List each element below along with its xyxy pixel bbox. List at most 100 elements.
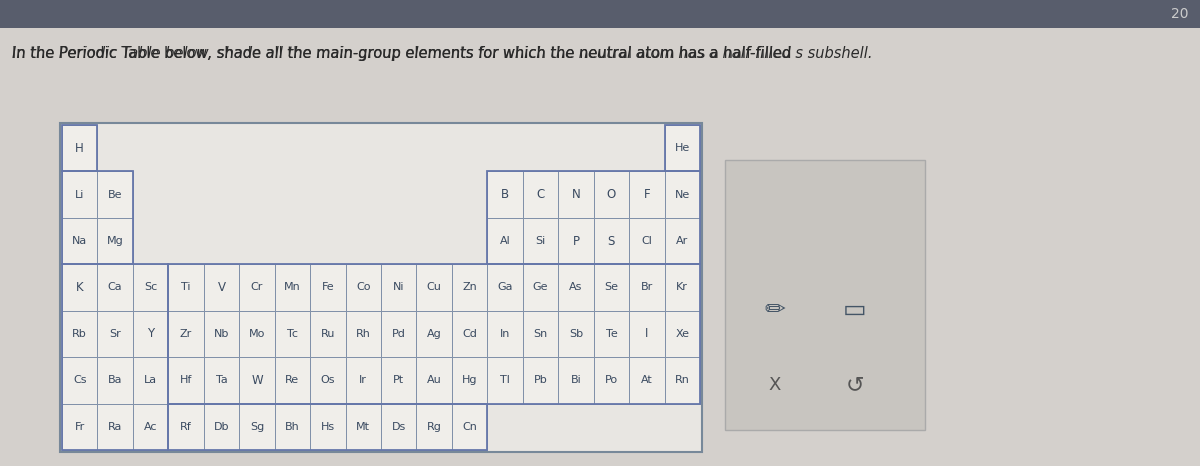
Bar — [310, 264, 346, 311]
Bar — [558, 264, 594, 311]
Bar — [62, 125, 97, 171]
Bar — [725, 160, 925, 430]
Bar — [452, 357, 487, 404]
Text: C: C — [536, 188, 545, 201]
Text: Rn: Rn — [674, 375, 690, 385]
Bar — [133, 404, 168, 450]
Bar — [558, 357, 594, 404]
Text: Ge: Ge — [533, 282, 548, 293]
Text: ↺: ↺ — [846, 375, 864, 395]
Bar — [204, 311, 239, 357]
Text: ▭: ▭ — [844, 298, 866, 322]
Text: Ti: Ti — [181, 282, 191, 293]
Bar — [62, 171, 133, 264]
Bar — [629, 171, 665, 218]
Text: W: W — [251, 374, 263, 387]
Bar — [0, 0, 1200, 28]
Bar — [487, 218, 523, 264]
Bar — [665, 171, 700, 218]
Text: Cs: Cs — [73, 375, 86, 385]
Text: Ne: Ne — [674, 190, 690, 199]
Bar — [416, 311, 452, 357]
Text: As: As — [569, 282, 583, 293]
Text: Sg: Sg — [250, 422, 264, 432]
Text: I: I — [646, 328, 648, 341]
Text: Mo: Mo — [248, 329, 265, 339]
Text: Tc: Tc — [287, 329, 298, 339]
Text: In the Periodic Table below, shade all the main-group elements for which the neu: In the Periodic Table below, shade all t… — [12, 46, 796, 61]
Text: Bi: Bi — [570, 375, 581, 385]
Bar — [629, 357, 665, 404]
Bar — [97, 357, 133, 404]
Text: Cr: Cr — [251, 282, 263, 293]
Bar — [62, 404, 97, 450]
Text: Mn: Mn — [284, 282, 301, 293]
Text: Ru: Ru — [320, 329, 335, 339]
Text: Cd: Cd — [462, 329, 478, 339]
Bar — [310, 357, 346, 404]
Text: Zn: Zn — [462, 282, 476, 293]
Text: Rh: Rh — [356, 329, 371, 339]
Text: Ds: Ds — [391, 422, 406, 432]
Bar — [382, 357, 416, 404]
Bar — [452, 264, 487, 311]
Bar — [487, 311, 523, 357]
Text: Y: Y — [148, 328, 154, 341]
Text: F: F — [643, 188, 650, 201]
Text: Ga: Ga — [497, 282, 512, 293]
Bar — [665, 264, 700, 311]
Text: Hs: Hs — [320, 422, 335, 432]
Text: B: B — [500, 188, 509, 201]
Text: Sb: Sb — [569, 329, 583, 339]
Text: Ac: Ac — [144, 422, 157, 432]
Bar — [346, 311, 382, 357]
Text: Rg: Rg — [427, 422, 442, 432]
Text: Ca: Ca — [108, 282, 122, 293]
Bar — [168, 404, 487, 450]
Bar — [665, 125, 700, 171]
Bar — [239, 357, 275, 404]
Bar — [665, 357, 700, 404]
Bar — [62, 218, 97, 264]
Bar — [346, 264, 382, 311]
Text: Hf: Hf — [180, 375, 192, 385]
Text: Pb: Pb — [534, 375, 547, 385]
Text: Be: Be — [108, 190, 122, 199]
Bar — [594, 357, 629, 404]
Bar — [275, 357, 310, 404]
Bar — [62, 171, 97, 218]
Text: Db: Db — [214, 422, 229, 432]
Text: At: At — [641, 375, 653, 385]
Bar — [62, 357, 97, 404]
Text: Ba: Ba — [108, 375, 122, 385]
Bar — [97, 218, 133, 264]
Bar — [346, 357, 382, 404]
Bar — [629, 311, 665, 357]
Bar — [558, 171, 594, 218]
Bar — [275, 264, 310, 311]
Bar — [416, 404, 452, 450]
Text: Re: Re — [286, 375, 300, 385]
Text: Fr: Fr — [74, 422, 85, 432]
Text: Tl: Tl — [500, 375, 510, 385]
Text: Cu: Cu — [427, 282, 442, 293]
Text: Zr: Zr — [180, 329, 192, 339]
Text: Mg: Mg — [107, 236, 124, 246]
Bar — [594, 311, 629, 357]
Text: Po: Po — [605, 375, 618, 385]
Text: Br: Br — [641, 282, 653, 293]
Text: P: P — [572, 234, 580, 247]
Text: Co: Co — [356, 282, 371, 293]
Bar — [523, 171, 558, 218]
Text: Sn: Sn — [533, 329, 547, 339]
Text: Li: Li — [76, 190, 84, 199]
Bar — [665, 125, 700, 171]
Bar — [239, 311, 275, 357]
Text: H: H — [76, 142, 84, 155]
Text: Xe: Xe — [676, 329, 689, 339]
Bar — [97, 311, 133, 357]
Text: Ta: Ta — [216, 375, 227, 385]
Bar — [629, 264, 665, 311]
Bar — [594, 218, 629, 264]
Bar — [62, 125, 97, 171]
